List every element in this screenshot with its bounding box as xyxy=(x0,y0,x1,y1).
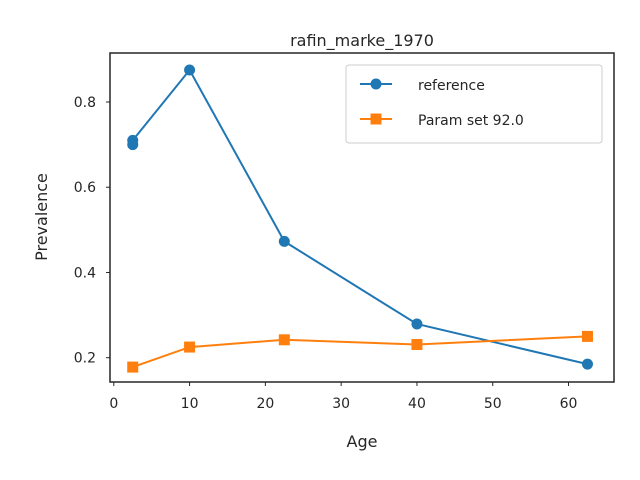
data-point-param-set-92-0 xyxy=(184,341,196,353)
data-point-param-set-92-0 xyxy=(278,334,290,346)
chart-title: rafin_marke_1970 xyxy=(290,31,434,51)
data-point-reference xyxy=(581,358,593,370)
legend-marker-reference xyxy=(370,78,382,90)
data-point-reference xyxy=(127,134,139,146)
y-tick-label: 0.4 xyxy=(74,265,96,281)
legend-label-param-set: Param set 92.0 xyxy=(418,113,524,129)
data-point-param-set-92-0 xyxy=(581,330,593,342)
y-tick-label: 0.8 xyxy=(74,95,96,111)
x-tick-label: 40 xyxy=(408,396,426,412)
series-layer xyxy=(127,64,593,373)
x-tick-label: 50 xyxy=(484,396,502,412)
y-axis-label: Prevalence xyxy=(32,173,51,261)
data-point-reference xyxy=(411,318,423,330)
axis-layer: 0 10 20 30 40 50 60 0.2 0.4 0.6 0.8 xyxy=(74,95,578,412)
plot-frame xyxy=(109,52,615,383)
data-point-param-set-92-0 xyxy=(127,361,139,373)
data-point-param-set-92-0 xyxy=(411,338,423,350)
series-line-param-set-92-0 xyxy=(132,335,588,369)
data-point-reference xyxy=(184,64,196,76)
y-tick-label: 0.6 xyxy=(74,180,96,196)
legend-box xyxy=(345,64,603,144)
legend-marker-param-set xyxy=(370,113,382,125)
x-tick-label: 30 xyxy=(332,396,350,412)
legend-label-reference: reference xyxy=(418,78,485,94)
y-tick-label: 0.2 xyxy=(74,351,96,367)
x-axis-label: Age xyxy=(347,432,378,451)
x-tick-label: 20 xyxy=(256,396,274,412)
x-tick-label: 60 xyxy=(560,396,578,412)
data-point-reference xyxy=(278,235,290,247)
legend: reference Param set 92.0 xyxy=(345,64,603,144)
x-tick-label: 10 xyxy=(181,396,199,412)
x-tick-label: 0 xyxy=(109,396,118,412)
